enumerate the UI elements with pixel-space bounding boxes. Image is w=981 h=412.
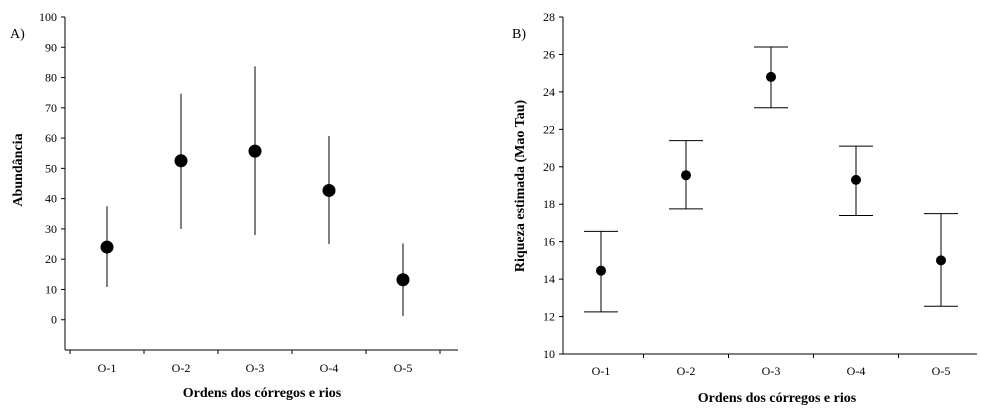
panel-a-x-tick-label: O-4 [320,361,339,375]
panel-a-y-tick-label: 70 [45,101,57,115]
panel-b-y-tick-label: 22 [543,122,555,136]
panel-a-data-point [322,183,336,197]
panel-b-y-tick-label: 28 [543,10,555,24]
panel-b-y-axis-title: Riqueza estimada (Mao Tau) [513,100,528,273]
panel-a-abundance-chart: A) Ordens dos córregos e rios Abundância… [10,10,458,401]
panel-b-x-tick-label: O-1 [592,364,611,378]
panel-a-x-tick-label: O-2 [172,361,191,375]
panel-a-data-point [174,154,188,168]
panel-b-y-tick-label: 16 [543,235,555,249]
panel-b-y-tick-label: 18 [543,197,555,211]
panel-a-y-tick-label: 10 [45,282,57,296]
panel-b-y-tick-label: 20 [543,160,555,174]
panel-b-y-tick-label: 26 [543,47,555,61]
panel-a-y-tick-label: 80 [45,71,57,85]
panel-b-y-tick-label: 12 [543,310,555,324]
panel-a-x-tick-label: O-1 [98,361,117,375]
panel-b-label: B) [512,27,526,42]
panel-a-x-tick-label: O-5 [394,361,413,375]
panel-a-x-tick-label: O-3 [246,361,265,375]
panel-b-data-point [596,265,606,276]
panel-b-data-point [766,71,776,82]
panel-a-y-tick-label: 60 [45,131,57,145]
panel-a-x-axis-title: Ordens dos córregos e rios [183,386,342,401]
panel-a-y-tick-label: 50 [45,161,57,175]
panel-b-x-tick-label: O-5 [932,364,951,378]
panel-a-y-tick-label: 100 [39,10,57,24]
panel-b-y-tick-label: 14 [543,272,555,286]
panel-b-y-tick-label: 10 [543,347,555,361]
panel-a-data-point [396,273,410,287]
panel-b-x-tick-label: O-2 [677,364,696,378]
panel-b-x-axis-title: Ordens dos córregos e rios [698,391,857,406]
panel-b-data-point [681,170,691,181]
panel-a-y-tick-label: 0 [51,313,57,327]
panel-a-data-point [100,240,114,254]
panel-a-y-axis-title: Abundância [11,133,26,206]
panel-b-x-tick-label: O-4 [847,364,866,378]
panel-a-label: A) [10,27,25,42]
panel-a-y-tick-label: 40 [45,192,57,206]
panel-b-y-tick-label: 24 [543,85,555,99]
panel-b-data-point [851,174,861,185]
panel-a-data-point [248,144,262,158]
panel-a-y-tick-label: 30 [45,222,57,236]
panel-a-y-tick-label: 20 [45,252,57,266]
panel-a-y-tick-label: 90 [45,40,57,54]
panel-b-data-point [936,255,946,266]
panel-b-richness-chart: B) Ordens dos córregos e rios Riqueza es… [512,10,977,406]
panel-b-x-tick-label: O-3 [762,364,781,378]
